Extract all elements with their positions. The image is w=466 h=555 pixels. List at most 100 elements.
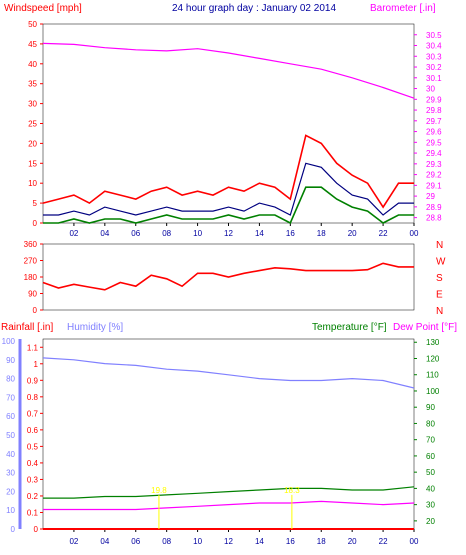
wind-plot-area: [42, 23, 415, 224]
compass-letter: S: [436, 273, 443, 284]
humidity-tick-label: 90: [6, 356, 15, 365]
hour-tick-label: 22: [379, 229, 388, 238]
hour-tick-label: 12: [224, 537, 233, 546]
humidity-tick-label: 60: [6, 412, 15, 421]
hour-tick-label: 18: [317, 229, 326, 238]
temp-tick-label: 100: [426, 387, 440, 396]
temp-tick-label: 80: [426, 419, 435, 428]
compass-letter: W: [436, 257, 446, 268]
temp-tick-label: 110: [426, 371, 439, 380]
barometer-tick-label: 29.1: [426, 181, 442, 190]
rain-temp-panel: 0 0.1 0.2 0.3 0.4 0.5 0.6 0.7 0.8 0.9 1 1.1 0 10 20 30…: [1, 322, 457, 546]
hour-tick-label: 04: [100, 229, 109, 238]
barometer-tick-label: 28.8: [426, 214, 442, 223]
barometer-tick-label: 30: [426, 85, 435, 94]
direction-tick-label: 90: [28, 290, 37, 299]
rainfall-axis-label: Rainfall [.in]: [1, 322, 53, 333]
wind-tick-label: 30: [28, 100, 37, 109]
barometer-tick-label: 30.2: [426, 63, 442, 72]
temp-tick-label: 120: [426, 354, 440, 363]
dewpoint-series: [43, 500, 415, 511]
annotation-label: 19.8: [151, 486, 167, 495]
humidity-series: [42, 357, 415, 389]
humidity-tick-label: 10: [6, 506, 15, 515]
rain-tick-label: 0.8: [27, 393, 39, 402]
barometer-tick-label: 29.6: [426, 128, 442, 137]
annotation-label: 18.3: [284, 486, 300, 495]
barometer-tick-label: 29.3: [426, 160, 442, 169]
rain-tick-label: 0.4: [27, 459, 39, 468]
temp-tick-label: 50: [426, 468, 435, 477]
wind-tick-label: 35: [28, 80, 37, 89]
hour-tick-label: 06: [131, 229, 140, 238]
humidity-axis-label: Humidity [%]: [67, 322, 123, 333]
rain-tick-label: 0.2: [27, 492, 39, 501]
hour-tick-label: 16: [286, 229, 295, 238]
hour-tick-label: 06: [131, 537, 140, 546]
rain-tick-label: 0.1: [27, 508, 39, 517]
rain-tick-label: 0.3: [27, 475, 39, 484]
dewpoint-axis-label: Dew Point [°F]: [393, 322, 457, 333]
humidity-tick-label: 70: [6, 393, 15, 402]
barometer-tick-label: 29.8: [426, 106, 442, 115]
direction-tick-label: 270: [24, 257, 38, 266]
barometer-tick-label: 30.1: [426, 74, 442, 83]
hour-tick-label: 00: [410, 229, 419, 238]
rain-tick-label: 1.1: [27, 343, 39, 352]
wind-tick-label: 0: [33, 219, 38, 228]
wind-tick-label: 20: [28, 139, 37, 148]
hour-tick-label: 10: [193, 229, 202, 238]
humidity-tick-label: 30: [6, 469, 15, 478]
temp-tick-label: 30: [426, 501, 435, 510]
rain-tick-label: 1: [34, 360, 39, 369]
wind-tick-label: 25: [28, 120, 37, 129]
humidity-tick-label: 40: [6, 450, 15, 459]
hour-tick-label: 20: [348, 537, 357, 546]
hour-tick-label: 22: [379, 537, 388, 546]
humidity-tick-label: 50: [6, 431, 15, 440]
wind-lull-series: [43, 186, 414, 225]
wind-tick-label: 10: [28, 179, 37, 188]
barometer-axis-label: Barometer [.in]: [370, 3, 436, 14]
wind-tick-label: 5: [33, 199, 38, 208]
wind-barometer-panel: 0 5 10 15 20 25 30 35 40 45 50 28.8 28.9 29 29.129.2 2…: [4, 3, 442, 238]
temp-tick-label: 130: [426, 338, 440, 347]
rain-temp-plot-area: [42, 338, 415, 530]
humidity-tick-label: 20: [6, 487, 15, 496]
hour-tick-label: 08: [162, 537, 171, 546]
barometer-tick-label: 30.5: [426, 31, 442, 40]
rain-tick-label: 0.6: [27, 426, 39, 435]
wind-tick-label: 15: [28, 159, 37, 168]
compass-letter: N: [436, 306, 443, 317]
hour-tick-label: 10: [193, 537, 202, 546]
compass-letter: N: [436, 240, 443, 251]
direction-tick-label: 0: [33, 306, 38, 315]
rain-tick-label: 0.5: [27, 442, 39, 451]
rain-tick-label: 0: [34, 525, 39, 534]
wind-axis-label: Windspeed [mph]: [4, 3, 82, 14]
barometer-tick-label: 29.9: [426, 95, 442, 104]
temperature-series: [43, 486, 415, 499]
wind-direction-series: [42, 262, 414, 291]
hour-tick-label: 14: [255, 537, 264, 546]
chart-title: 24 hour graph day : January 02 2014: [172, 3, 336, 14]
hour-tick-label: 18: [317, 537, 326, 546]
hour-tick-label: 08: [162, 229, 171, 238]
hour-tick-label: 16: [286, 537, 295, 546]
temp-tick-label: 60: [426, 452, 435, 461]
humidity-tick-label: 100: [2, 337, 16, 346]
hour-tick-label: 00: [410, 537, 419, 546]
direction-tick-label: 180: [24, 273, 38, 282]
barometer-tick-label: 29: [426, 192, 435, 201]
wind-tick-label: 45: [28, 40, 37, 49]
wind-tick-label: 50: [28, 20, 37, 29]
barometer-tick-label: 28.9: [426, 203, 442, 212]
barometer-tick-label: 30.3: [426, 52, 442, 61]
rain-tick-label: 0.9: [27, 376, 39, 385]
wind-average-series: [43, 162, 414, 216]
hour-tick-label: 02: [69, 229, 78, 238]
wind-gust-series: [42, 134, 414, 209]
temp-tick-label: 40: [426, 484, 435, 493]
